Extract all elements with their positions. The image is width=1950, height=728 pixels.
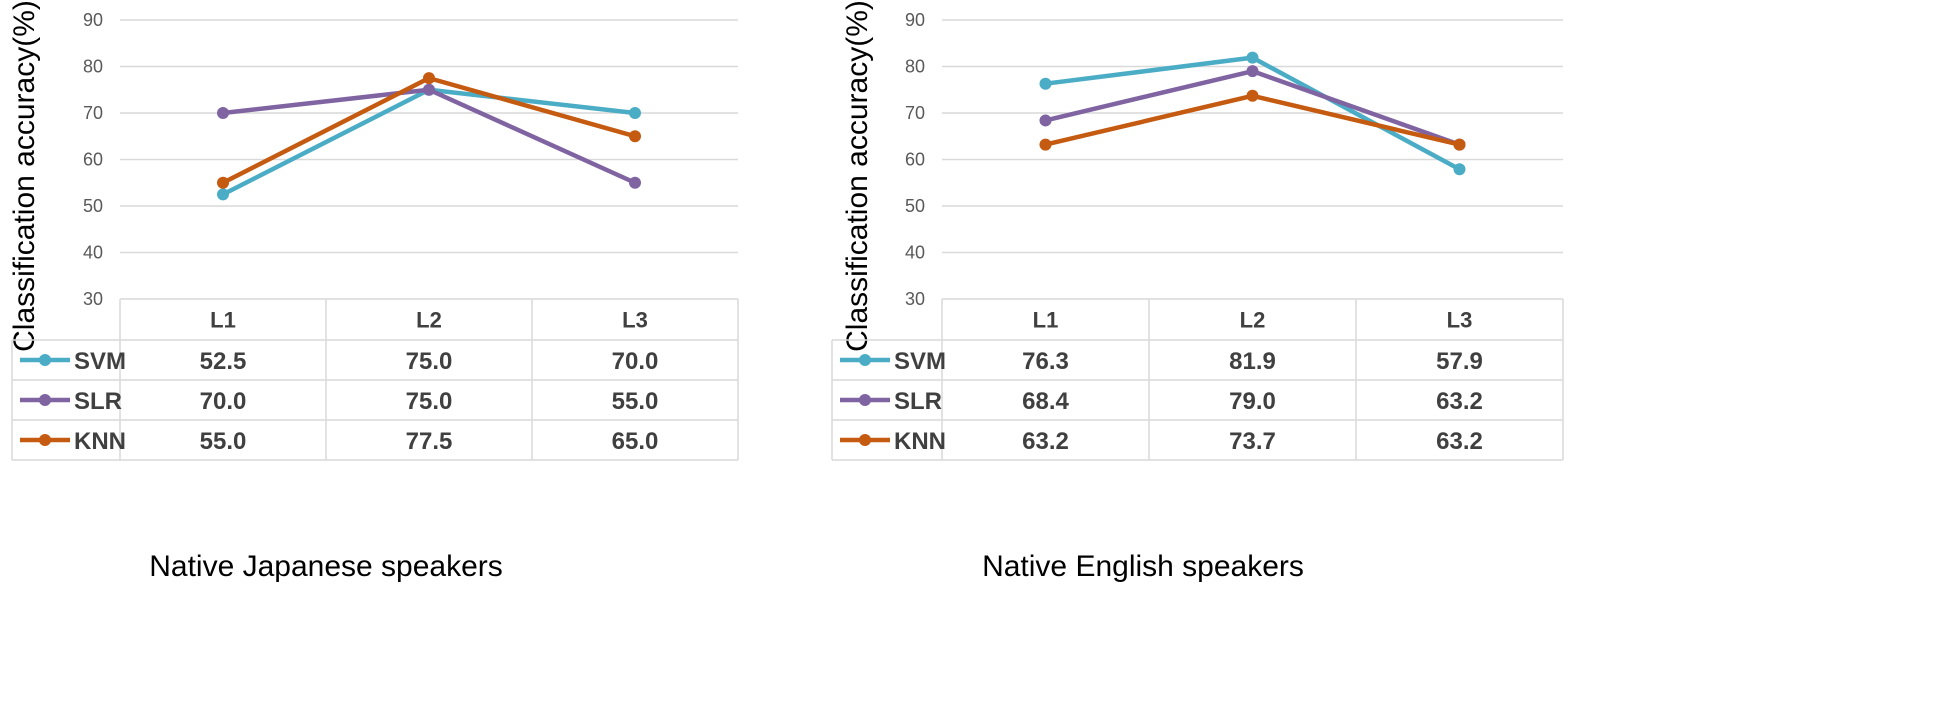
y-tick-label: 70 [905,103,925,123]
data-point [1453,138,1466,151]
data-point [217,176,229,189]
data-point [1246,51,1259,64]
data-point [217,107,229,119]
y-tick-label: 90 [905,10,925,30]
series-svm [1039,51,1466,176]
table-cell-value: 52.5 [200,348,247,375]
legend-key-marker [39,434,51,446]
data-point [1039,114,1052,127]
legend-label: SLR [894,388,942,415]
data-point [1453,163,1466,176]
y-tick-label: 40 [83,243,103,263]
series-knn [217,72,641,189]
table-cell-value: 55.0 [200,428,247,455]
y-tick-label: 30 [83,289,103,309]
legend-key-marker [39,394,51,406]
data-point [1039,77,1052,90]
y-tick-label: 50 [83,196,103,216]
series-slr [217,83,641,189]
table-cell-value: 63.2 [1436,428,1483,455]
table-cell-value: 79.0 [1229,388,1276,415]
category-label: L1 [210,308,236,333]
table-cell-value: 70.0 [612,348,659,375]
category-label: L3 [1447,308,1473,333]
table-cell-value: 77.5 [406,428,453,455]
legend-key-marker [859,394,871,406]
y-tick-label: 90 [83,10,103,30]
y-tick-label: 80 [905,57,925,77]
table-cell-value: 75.0 [406,388,453,415]
table-cell-value: 65.0 [612,428,659,455]
legend-label: KNN [894,428,946,455]
table-cell-value: 57.9 [1436,348,1483,375]
table-cell-value: 63.2 [1436,388,1483,415]
series-line [222,87,636,185]
table-cell-value: 68.4 [1022,388,1069,415]
chart-caption: Native English speakers [982,550,1304,583]
data-table: L1 L2 L3 SVM 76.3 81.9 57.9 SLR 68.4 79.0 63.2 KNN 6… [831,299,1564,461]
chart-2: 30 40 50 60 70 80 90 Classification accuracy(%)… [831,0,1564,583]
data-point [1246,89,1259,102]
y-tick-label: 80 [83,57,103,77]
data-point [629,107,641,119]
data-point [629,130,641,143]
data-point [217,188,229,201]
category-label: L2 [1240,308,1266,333]
table-cell-value: 75.0 [406,348,453,375]
category-label: L3 [622,308,648,333]
legend-key-marker [39,354,51,366]
category-label: L2 [416,308,442,333]
chart-1: 30 40 50 60 70 80 90 Classification accuracy(%)… [8,0,739,583]
category-label: L1 [1033,308,1059,333]
y-tick-label: 60 [83,150,103,170]
legend-key-marker [859,354,871,366]
data-point [423,83,435,96]
legend-label: SVM [894,348,946,375]
legend-label: KNN [74,428,126,455]
table-cell-value: 70.0 [200,388,247,415]
legend-label: SVM [74,348,126,375]
y-axis-label: Classification accuracy(%) [841,0,874,352]
y-tick-label: 60 [905,150,925,170]
y-tick-label: 30 [905,289,925,309]
y-tick-label: 70 [83,103,103,123]
table-cell-value: 76.3 [1022,348,1069,375]
table-cell-value: 55.0 [612,388,659,415]
table-cell-value: 73.7 [1229,428,1276,455]
chart-caption: Native Japanese speakers [149,550,503,583]
y-tick-label: 40 [905,243,925,263]
data-point [1246,65,1259,78]
data-point [629,176,641,189]
data-table: L1 L2 L3 SVM 52.5 75.0 70.0 SLR 70.0 75.0 55.0 KNN 5… [11,299,739,461]
data-point [1039,138,1052,151]
series-svm [217,83,641,201]
legend-label: SLR [74,388,122,415]
y-tick-label: 50 [905,196,925,216]
table-cell-value: 81.9 [1229,348,1276,375]
legend-key-marker [859,434,871,446]
y-axis-label: Classification accuracy(%) [8,0,41,352]
series-knn [1039,89,1466,151]
data-point [423,72,435,85]
table-cell-value: 63.2 [1022,428,1069,455]
